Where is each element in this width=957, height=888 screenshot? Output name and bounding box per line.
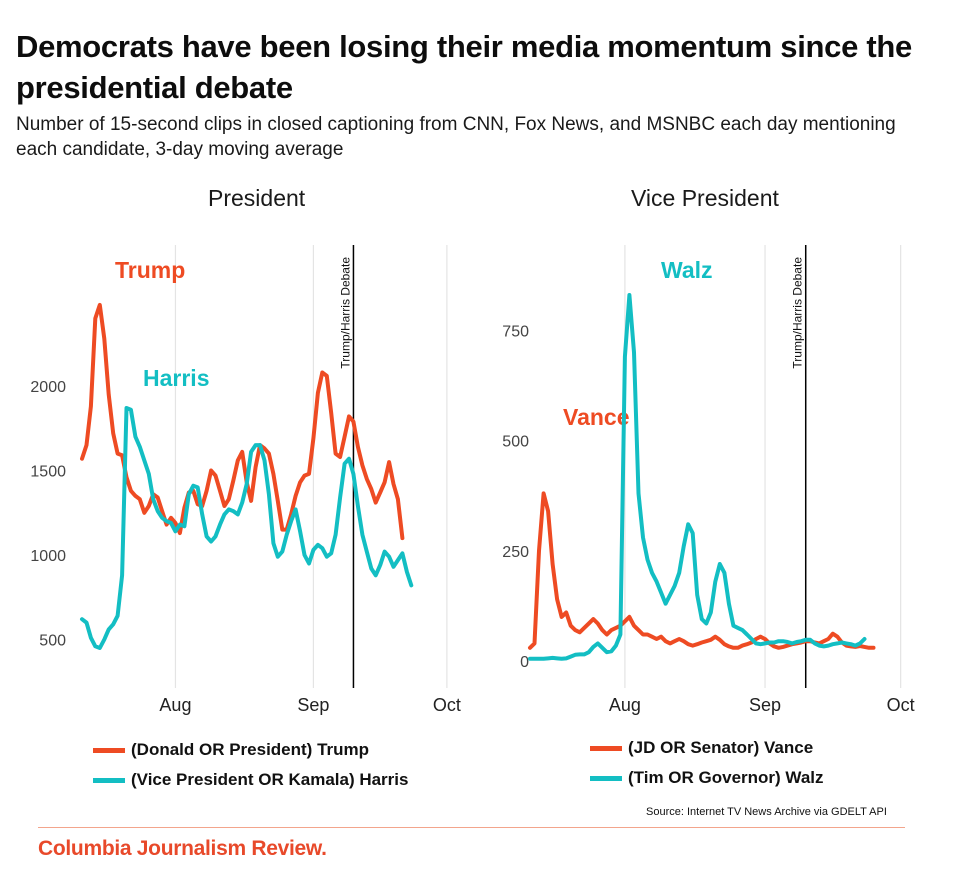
president-y-tick-500: 500 (39, 633, 66, 650)
vice-president-series-label-walz: Walz (661, 257, 713, 283)
legend-swatch-vance (590, 745, 622, 751)
vice-president-y-tick-750: 750 (502, 323, 529, 340)
legend-item-harris: (Vice President OR Kamala) Harris (93, 765, 408, 795)
president-y-tick-1000: 1000 (30, 548, 66, 565)
legend-item-vance: (JD OR Senator) Vance (590, 733, 824, 763)
vice-president-x-tick-oct: Oct (887, 695, 915, 715)
legend-swatch-walz (590, 775, 622, 781)
vice-president-debate-label: Trump/Harris Debate (791, 257, 805, 369)
vice-president-x-tick-sep: Sep (749, 695, 781, 715)
panel-title-president: President (208, 185, 306, 211)
president-series-label-harris: Harris (143, 365, 209, 391)
brand-logo: Columbia Journalism Review. (38, 837, 327, 860)
president-y-tick-2000: 2000 (30, 379, 66, 396)
chart-title: Democrats have been losing their media m… (16, 29, 912, 105)
president-x-tick-sep: Sep (297, 695, 329, 715)
legend-item-walz: (Tim OR Governor) Walz (590, 763, 824, 793)
legend-label-harris: (Vice President OR Kamala) Harris (131, 770, 409, 789)
president-series-label-trump: Trump (115, 257, 185, 283)
panel-title-vice-president: Vice President (631, 185, 779, 211)
president-series-harris-line (80, 406, 414, 650)
vice-president-series-vance-line (528, 491, 876, 650)
legend-item-trump: (Donald OR President) Trump (93, 735, 408, 765)
footer-divider (38, 827, 905, 828)
president-series-trump-line (80, 302, 405, 541)
vice-president-y-tick-0: 0 (520, 654, 529, 671)
legend-vice-president: (JD OR Senator) Vance (Tim OR Governor) … (590, 733, 824, 793)
president-x-tick-oct: Oct (433, 695, 461, 715)
vice-president-y-tick-250: 250 (502, 544, 529, 561)
president-y-tick-1500: 1500 (30, 464, 66, 481)
vice-president-x-tick-aug: Aug (609, 695, 641, 715)
legend-label-trump: (Donald OR President) Trump (131, 740, 370, 759)
vice-president-series-walz-line (528, 293, 867, 661)
vice-president-series-label-vance: Vance (563, 404, 630, 430)
vice-president-y-tick-500: 500 (502, 434, 529, 451)
source-note: Source: Internet TV News Archive via GDE… (646, 806, 887, 818)
legend-label-vance: (JD OR Senator) Vance (628, 738, 814, 757)
president-debate-label: Trump/Harris Debate (338, 257, 352, 369)
legend-swatch-harris (93, 777, 125, 783)
legend-label-walz: (Tim OR Governor) Walz (628, 768, 824, 787)
chart-subtitle: Number of 15-second clips in closed capt… (16, 114, 896, 160)
legend-swatch-trump (93, 747, 125, 753)
president-x-tick-aug: Aug (159, 695, 191, 715)
legend-president: (Donald OR President) Trump (Vice Presid… (93, 735, 408, 795)
